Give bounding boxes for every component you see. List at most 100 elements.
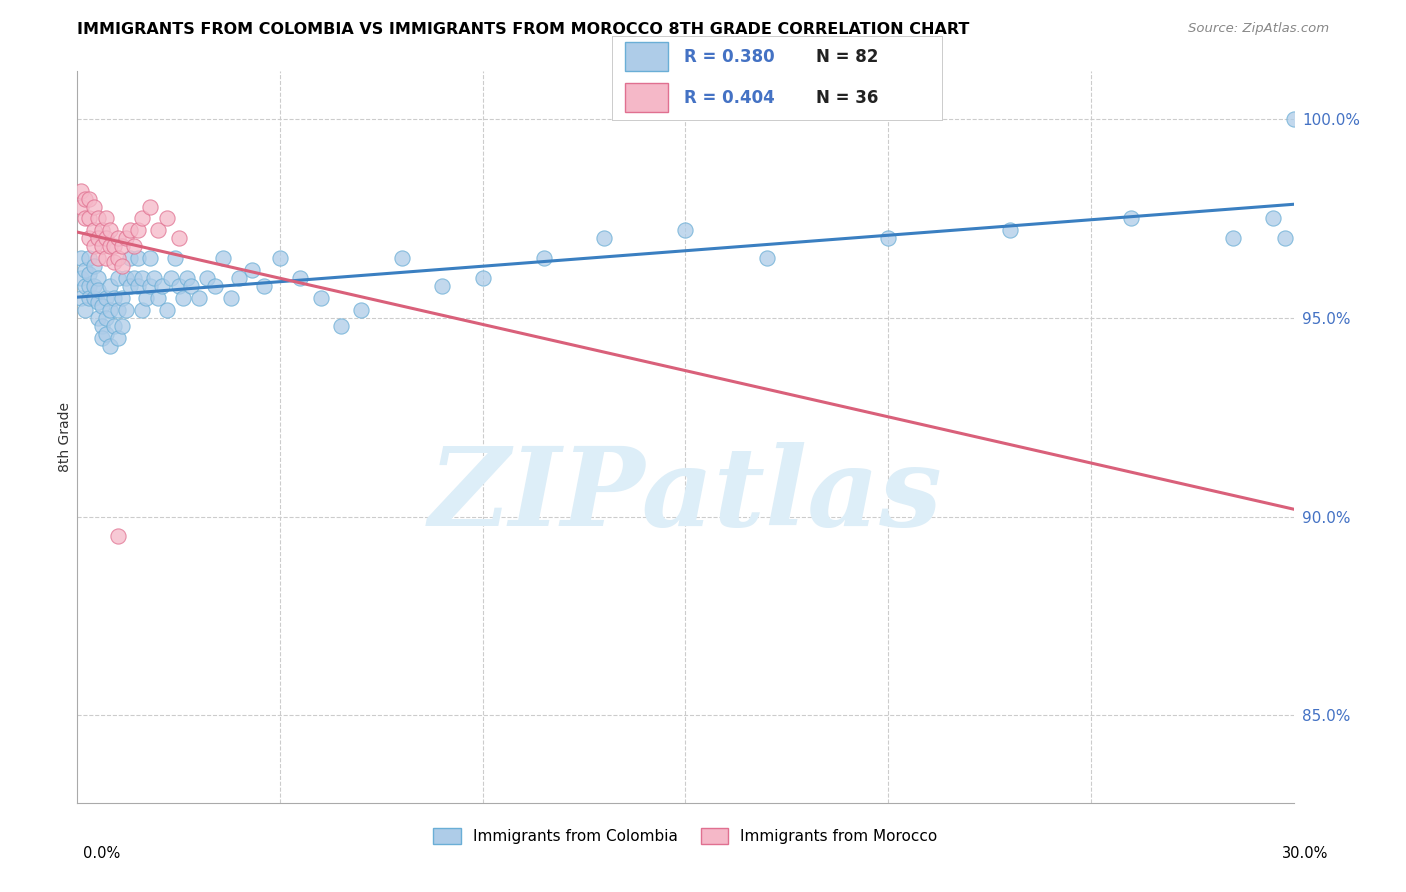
Point (127, 279, 149, 293)
Point (107, 529, 129, 543)
Point (83, 239, 105, 253)
Point (90, 299, 112, 313)
Point (103, 318, 125, 333)
Point (94, 310, 117, 325)
Point (163, 251, 186, 265)
Point (152, 279, 174, 293)
Point (167, 231, 190, 245)
Point (98, 239, 121, 253)
Point (115, 302, 138, 317)
Text: N = 36: N = 36 (817, 88, 879, 106)
Text: ZIPatlas: ZIPatlas (429, 442, 942, 549)
Point (172, 291, 194, 305)
Point (90, 318, 112, 333)
Point (391, 251, 413, 265)
Point (90, 239, 112, 253)
Point (533, 251, 555, 265)
Point (139, 251, 162, 265)
Point (70, 184, 93, 198)
Point (107, 331, 129, 345)
Point (309, 291, 332, 305)
Point (755, 251, 778, 265)
Point (115, 271, 138, 285)
Point (90, 331, 112, 345)
Point (269, 251, 291, 265)
Point (471, 271, 494, 285)
Point (90, 223, 112, 237)
Point (107, 251, 129, 265)
Text: N = 82: N = 82 (817, 48, 879, 66)
FancyBboxPatch shape (624, 43, 668, 71)
Point (212, 251, 235, 265)
Point (79, 251, 101, 265)
Point (98, 223, 121, 237)
Point (998, 223, 1021, 237)
Point (180, 279, 202, 293)
Point (228, 271, 250, 285)
Point (86, 294, 108, 309)
Point (1282, 112, 1305, 126)
Point (79, 267, 101, 281)
Point (430, 279, 453, 293)
Point (70, 291, 93, 305)
Point (79, 291, 101, 305)
Point (79, 211, 101, 226)
Point (139, 200, 162, 214)
Point (94, 291, 117, 305)
Point (240, 263, 263, 277)
Point (79, 192, 101, 206)
Point (188, 291, 211, 305)
Text: Source: ZipAtlas.com: Source: ZipAtlas.com (1188, 22, 1329, 36)
Point (70, 200, 93, 214)
Point (83, 259, 105, 273)
Point (103, 291, 125, 305)
Point (176, 271, 198, 285)
Point (1263, 211, 1285, 226)
Point (94, 326, 117, 341)
Point (83, 291, 105, 305)
Point (111, 239, 134, 253)
Point (204, 279, 226, 293)
Text: R = 0.404: R = 0.404 (685, 88, 775, 106)
Point (139, 279, 162, 293)
Point (86, 231, 108, 245)
Point (290, 271, 312, 285)
Point (221, 291, 243, 305)
Point (111, 291, 134, 305)
Point (115, 231, 138, 245)
Point (70, 271, 93, 285)
Point (118, 223, 141, 237)
Point (131, 271, 153, 285)
Point (103, 255, 125, 269)
Text: IMMIGRANTS FROM COLOMBIA VS IMMIGRANTS FROM MOROCCO 8TH GRADE CORRELATION CHART: IMMIGRANTS FROM COLOMBIA VS IMMIGRANTS F… (77, 22, 970, 37)
Point (86, 283, 108, 297)
Point (127, 251, 149, 265)
Point (159, 271, 181, 285)
Point (83, 223, 105, 237)
Point (86, 211, 108, 226)
Point (1274, 231, 1296, 245)
Point (329, 318, 352, 333)
Point (107, 271, 129, 285)
Point (195, 271, 218, 285)
Point (86, 271, 108, 285)
Point (122, 271, 145, 285)
Point (118, 251, 141, 265)
Point (148, 223, 170, 237)
Point (83, 200, 105, 214)
Point (253, 279, 276, 293)
Point (127, 223, 149, 237)
Point (593, 231, 616, 245)
Point (1121, 211, 1143, 226)
Point (118, 279, 141, 293)
Point (103, 239, 125, 253)
FancyBboxPatch shape (624, 83, 668, 112)
Point (94, 251, 117, 265)
Text: 0.0%: 0.0% (83, 846, 120, 861)
Point (70, 251, 93, 265)
Point (143, 271, 166, 285)
Point (98, 302, 121, 317)
Point (79, 279, 101, 293)
Point (135, 291, 157, 305)
Point (107, 231, 129, 245)
